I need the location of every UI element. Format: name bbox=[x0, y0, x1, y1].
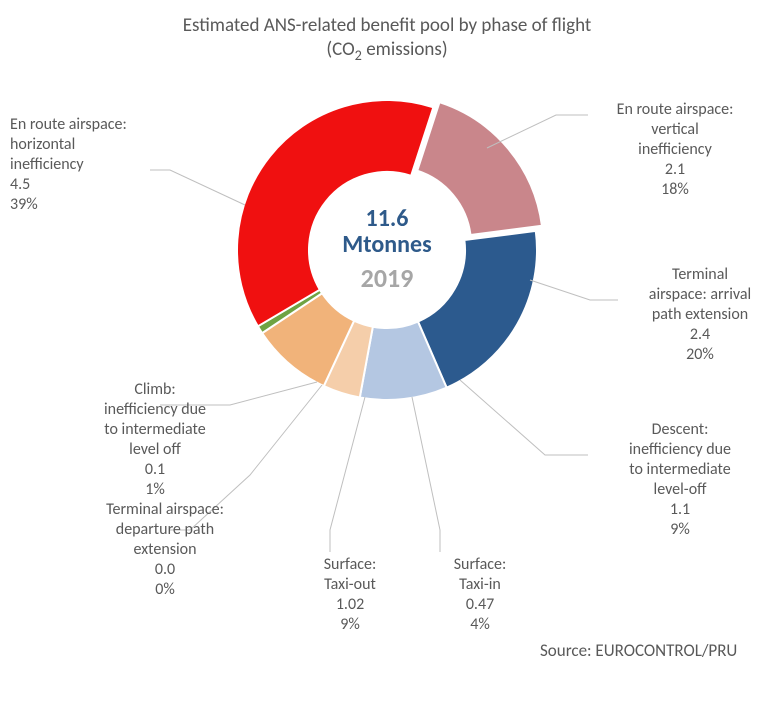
label-vert: En route airspace: vertical inefficiency… bbox=[590, 100, 760, 200]
label-taxiout: Surface: Taxi-out 1.02 9% bbox=[290, 555, 410, 635]
leader-taxiin bbox=[412, 397, 440, 552]
label-horiz: En route airspace: horizontal inefficien… bbox=[10, 115, 210, 215]
label-taxiin: Surface: Taxi-in 0.47 4% bbox=[420, 555, 540, 635]
chart-container: 11.6 Mtonnes 2019 En route airspace: ver… bbox=[0, 0, 774, 701]
label-dep: Terminal airspace: departure path extens… bbox=[70, 500, 260, 600]
leader-descent bbox=[460, 380, 588, 455]
leader-arrival bbox=[530, 280, 618, 300]
label-climb: Climb: inefficiency due to intermediate … bbox=[60, 380, 250, 500]
donut-hole bbox=[310, 173, 464, 327]
leader-taxiout bbox=[330, 397, 365, 552]
label-descent: Descent: inefficiency due to intermediat… bbox=[590, 420, 770, 540]
label-arrival: Terminal airspace: arrival path extensio… bbox=[620, 265, 774, 365]
source-text: Source: EUROCONTROL/PRU bbox=[540, 640, 737, 661]
